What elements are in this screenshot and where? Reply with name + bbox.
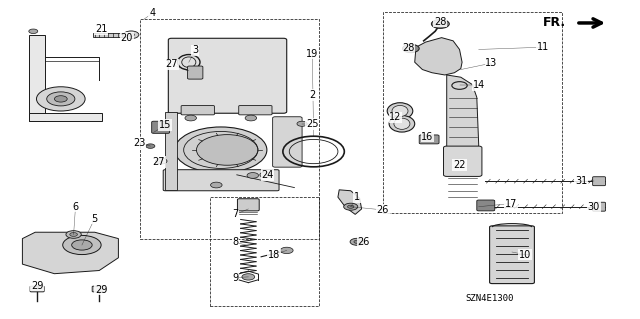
Polygon shape <box>338 190 362 214</box>
Circle shape <box>280 247 293 254</box>
FancyBboxPatch shape <box>239 106 272 115</box>
Text: 19: 19 <box>306 48 319 59</box>
Text: 28: 28 <box>434 17 447 27</box>
Text: 13: 13 <box>485 58 498 68</box>
Circle shape <box>245 115 257 121</box>
Text: 29: 29 <box>31 280 44 291</box>
Circle shape <box>354 240 360 243</box>
Circle shape <box>54 96 67 102</box>
Text: 3: 3 <box>192 45 198 56</box>
Ellipse shape <box>389 115 415 132</box>
Text: 29: 29 <box>95 285 108 295</box>
Circle shape <box>344 203 358 210</box>
Circle shape <box>63 235 101 255</box>
Circle shape <box>297 121 307 126</box>
Text: 20: 20 <box>120 33 133 43</box>
Circle shape <box>72 240 92 250</box>
Text: 18: 18 <box>268 249 280 260</box>
FancyBboxPatch shape <box>152 121 170 133</box>
Text: 24: 24 <box>261 170 274 180</box>
Text: 6: 6 <box>72 202 79 212</box>
Circle shape <box>431 19 449 28</box>
Circle shape <box>156 158 167 164</box>
Text: 2: 2 <box>309 90 316 100</box>
Circle shape <box>348 205 354 208</box>
FancyBboxPatch shape <box>92 286 106 292</box>
Text: FR.: FR. <box>543 17 566 29</box>
Circle shape <box>47 92 75 106</box>
Text: 22: 22 <box>453 160 466 170</box>
Text: SZN4E1300: SZN4E1300 <box>465 294 514 303</box>
Text: 17: 17 <box>504 198 517 209</box>
Bar <box>140 19 319 239</box>
Bar <box>383 12 562 213</box>
Text: 26: 26 <box>357 237 370 247</box>
Text: 11: 11 <box>536 42 549 52</box>
Polygon shape <box>415 38 462 75</box>
Ellipse shape <box>392 105 408 117</box>
FancyBboxPatch shape <box>30 286 44 292</box>
FancyBboxPatch shape <box>419 135 439 144</box>
Text: 28: 28 <box>402 43 415 54</box>
Bar <box>93 33 131 37</box>
Circle shape <box>128 33 134 36</box>
Text: 15: 15 <box>159 120 172 130</box>
Circle shape <box>124 31 139 39</box>
Polygon shape <box>22 232 118 274</box>
FancyBboxPatch shape <box>237 199 259 211</box>
Text: 1: 1 <box>354 192 360 202</box>
Text: 8: 8 <box>232 237 239 248</box>
Circle shape <box>350 238 364 245</box>
Ellipse shape <box>394 118 410 130</box>
Text: 14: 14 <box>472 80 485 91</box>
FancyBboxPatch shape <box>181 106 214 115</box>
Circle shape <box>66 231 81 238</box>
Text: 12: 12 <box>389 112 402 122</box>
Circle shape <box>36 87 85 111</box>
Text: 31: 31 <box>575 176 588 186</box>
Text: 27: 27 <box>165 59 178 70</box>
FancyBboxPatch shape <box>593 177 605 186</box>
FancyBboxPatch shape <box>188 66 203 79</box>
FancyBboxPatch shape <box>273 117 302 167</box>
Text: 7: 7 <box>232 209 239 219</box>
Circle shape <box>185 115 196 121</box>
Text: 23: 23 <box>133 138 146 148</box>
Circle shape <box>29 29 38 33</box>
Text: 30: 30 <box>588 202 600 212</box>
Text: 26: 26 <box>376 205 389 215</box>
Text: 9: 9 <box>232 272 239 283</box>
Bar <box>165 112 177 190</box>
Circle shape <box>247 173 259 178</box>
FancyBboxPatch shape <box>477 200 495 211</box>
Circle shape <box>242 274 255 280</box>
FancyBboxPatch shape <box>168 38 287 113</box>
Text: 25: 25 <box>306 119 319 129</box>
Bar <box>210 197 319 306</box>
Bar <box>29 35 45 121</box>
Circle shape <box>211 182 222 188</box>
Polygon shape <box>447 75 479 167</box>
Bar <box>29 113 102 121</box>
FancyBboxPatch shape <box>163 170 279 191</box>
Ellipse shape <box>387 103 413 119</box>
Circle shape <box>260 172 271 178</box>
Text: 10: 10 <box>518 249 531 260</box>
FancyBboxPatch shape <box>490 226 534 284</box>
Text: 4: 4 <box>149 8 156 19</box>
Text: 16: 16 <box>421 131 434 142</box>
Circle shape <box>70 233 77 236</box>
Text: 27: 27 <box>152 157 165 167</box>
FancyBboxPatch shape <box>444 146 482 176</box>
Circle shape <box>175 127 267 173</box>
Circle shape <box>196 135 258 165</box>
FancyBboxPatch shape <box>593 202 605 211</box>
Circle shape <box>146 144 155 148</box>
Circle shape <box>403 44 419 53</box>
Text: 21: 21 <box>95 24 108 34</box>
Text: 5: 5 <box>92 213 98 224</box>
